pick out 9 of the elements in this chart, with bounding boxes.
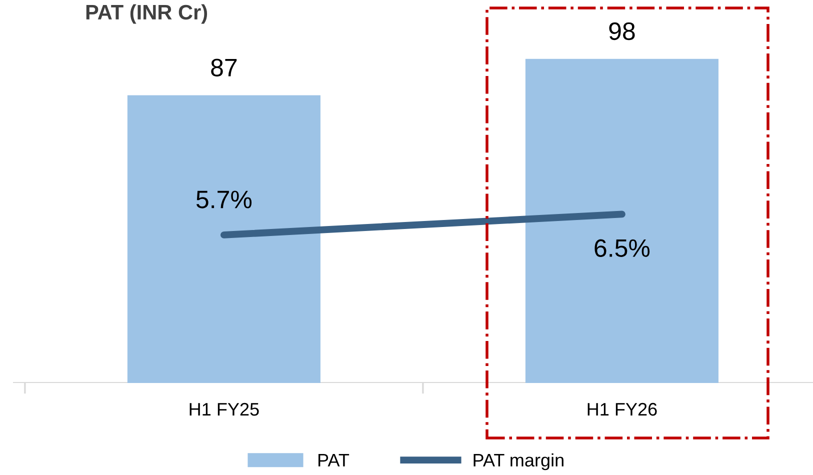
legend-label: PAT margin [474, 453, 564, 470]
data-label: 5.7% [196, 190, 252, 208]
x-tick-label: H1 FY25 [190, 402, 259, 416]
data-label: 87 [211, 58, 237, 76]
data-label: 6.5% [594, 239, 650, 257]
x-tick-label: H1 FY26 [588, 402, 657, 416]
legend-label: PAT [318, 454, 350, 466]
data-label: 98 [609, 22, 635, 40]
chart-title: PAT (INR Cr) [86, 4, 208, 24]
